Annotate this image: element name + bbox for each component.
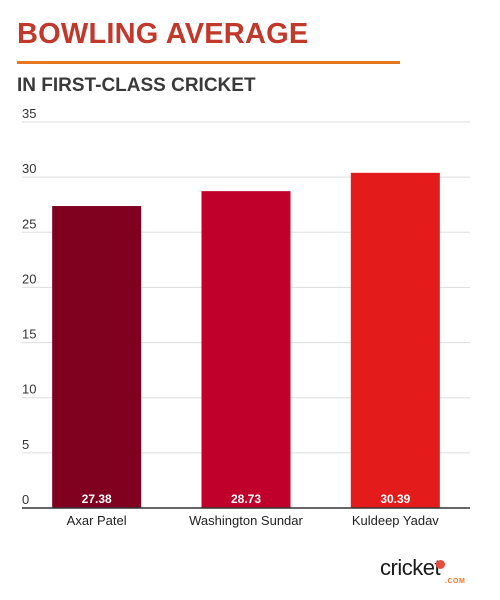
- x-category-label: Kuldeep Yadav: [352, 513, 439, 528]
- cricket-com-logo[interactable]: cricket .COM: [380, 555, 480, 585]
- y-tick-label: 25: [22, 216, 36, 231]
- data-label: 27.38: [82, 492, 112, 506]
- data-label: 30.39: [380, 492, 410, 506]
- y-tick-label: 5: [22, 437, 29, 452]
- y-tick-label: 30: [22, 161, 36, 176]
- logo-ball-icon: [436, 560, 445, 569]
- bar-washington-sundar: [201, 191, 291, 508]
- y-tick-label: 15: [22, 327, 36, 342]
- logo-wordmark: cricket: [380, 555, 441, 580]
- x-category-label: Washington Sundar: [189, 513, 303, 528]
- data-label: 28.73: [231, 492, 261, 506]
- logo-domain: .COM: [445, 578, 466, 585]
- y-tick-label: 10: [22, 382, 36, 397]
- x-category-label: Axar Patel: [67, 513, 127, 528]
- title-underline: [17, 61, 400, 64]
- chart-title: BOWLING AVERAGE: [17, 18, 309, 50]
- bar-kuldeep-yadav: [350, 172, 440, 508]
- y-tick-label: 20: [22, 271, 36, 286]
- y-tick-label: 35: [22, 106, 36, 121]
- bar-axar-patel: [52, 206, 142, 508]
- chart-subtitle: IN FIRST-CLASS CRICKET: [17, 75, 256, 96]
- y-tick-label: 0: [22, 492, 29, 507]
